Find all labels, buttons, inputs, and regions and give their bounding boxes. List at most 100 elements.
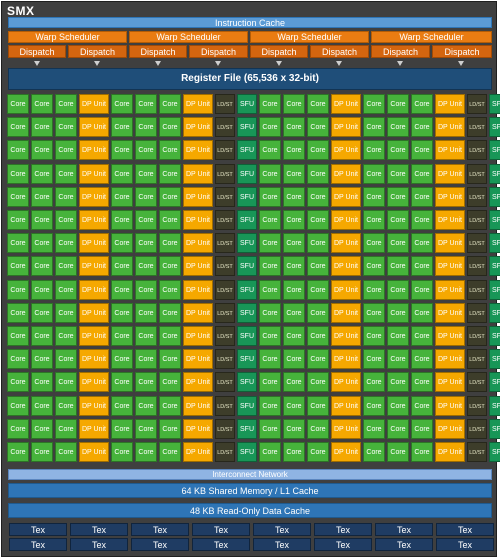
warp-scheduler-3: Warp Scheduler [250, 31, 369, 43]
core-unit: Core [135, 163, 157, 184]
core-unit: Core [283, 349, 305, 370]
dp-unit: DP Unit [183, 372, 213, 393]
ldst-unit: LD/ST [215, 442, 235, 462]
core-unit: Core [31, 349, 53, 370]
core-unit: Core [411, 279, 433, 300]
core-unit: Core [307, 279, 329, 300]
core-unit: Core [411, 163, 433, 184]
core-unit: Core [363, 442, 385, 462]
core-unit: Core [55, 163, 77, 184]
dispatch-6: Dispatch [310, 45, 369, 58]
dp-unit: DP Unit [183, 326, 213, 346]
tex-unit: Tex [192, 523, 250, 536]
core-unit: Core [135, 140, 157, 161]
ldst-unit: LD/ST [467, 94, 487, 114]
warp-scheduler-2: Warp Scheduler [129, 31, 248, 43]
core-unit: Core [135, 256, 157, 277]
sfu-unit: SFU [489, 233, 500, 254]
core-unit: Core [363, 395, 385, 416]
core-unit: Core [387, 418, 409, 439]
core-unit: Core [7, 302, 29, 323]
tex-unit: Tex [314, 523, 372, 536]
core-unit: Core [111, 233, 133, 254]
arrow-down-icon [155, 61, 161, 66]
core-unit: Core [283, 94, 305, 114]
core-unit: Core [411, 372, 433, 393]
tex-unit: Tex [253, 538, 311, 551]
core-unit: Core [31, 94, 53, 114]
core-unit: Core [283, 326, 305, 346]
sfu-unit: SFU [237, 94, 257, 114]
core-unit: Core [55, 442, 77, 462]
dp-unit: DP Unit [331, 117, 361, 138]
core-unit: Core [111, 140, 133, 161]
dp-unit: DP Unit [435, 117, 465, 138]
core-unit: Core [411, 349, 433, 370]
core-unit: Core [387, 326, 409, 346]
dp-unit: DP Unit [183, 302, 213, 323]
ldst-unit: LD/ST [215, 94, 235, 114]
sfu-unit: SFU [489, 210, 500, 230]
sfu-unit: SFU [237, 302, 257, 323]
tex-unit: Tex [375, 523, 433, 536]
dp-unit: DP Unit [183, 210, 213, 230]
core-unit: Core [111, 395, 133, 416]
sfu-unit: SFU [237, 256, 257, 277]
core-unit: Core [411, 186, 433, 207]
core-unit: Core [7, 279, 29, 300]
ldst-unit: LD/ST [467, 442, 487, 462]
dp-unit: DP Unit [79, 326, 109, 346]
ldst-unit: LD/ST [467, 349, 487, 370]
dp-unit: DP Unit [435, 94, 465, 114]
core-unit: Core [387, 442, 409, 462]
tex-unit: Tex [314, 538, 372, 551]
core-unit: Core [7, 140, 29, 161]
dp-unit: DP Unit [331, 279, 361, 300]
core-unit: Core [411, 94, 433, 114]
core-unit: Core [259, 210, 281, 230]
core-unit: Core [159, 418, 181, 439]
tex-unit: Tex [436, 538, 494, 551]
ldst-unit: LD/ST [215, 395, 235, 416]
core-unit: Core [159, 302, 181, 323]
core-unit: Core [283, 140, 305, 161]
ldst-unit: LD/ST [467, 117, 487, 138]
core-unit: Core [363, 94, 385, 114]
core-unit: Core [307, 302, 329, 323]
core-unit: Core [387, 279, 409, 300]
tex-unit: Tex [131, 538, 189, 551]
dp-unit: DP Unit [331, 210, 361, 230]
core-unit: Core [411, 326, 433, 346]
core-unit: Core [159, 140, 181, 161]
ldst-unit: LD/ST [215, 117, 235, 138]
core-unit: Core [31, 395, 53, 416]
dp-unit: DP Unit [79, 186, 109, 207]
core-unit: Core [283, 442, 305, 462]
sfu-unit: SFU [237, 395, 257, 416]
ldst-unit: LD/ST [467, 279, 487, 300]
core-unit: Core [159, 395, 181, 416]
core-unit: Core [55, 186, 77, 207]
dp-unit: DP Unit [183, 94, 213, 114]
core-unit: Core [7, 117, 29, 138]
core-unit: Core [283, 395, 305, 416]
core-unit: Core [159, 256, 181, 277]
core-unit: Core [55, 94, 77, 114]
core-unit: Core [31, 233, 53, 254]
dp-unit: DP Unit [79, 349, 109, 370]
core-unit: Core [283, 210, 305, 230]
core-unit: Core [55, 372, 77, 393]
core-unit: Core [135, 302, 157, 323]
core-unit: Core [283, 186, 305, 207]
core-unit: Core [7, 326, 29, 346]
tex-unit: Tex [9, 523, 67, 536]
dp-unit: DP Unit [435, 442, 465, 462]
sfu-unit: SFU [489, 94, 500, 114]
core-unit: Core [387, 233, 409, 254]
arrow-down-icon [458, 61, 464, 66]
core-unit: Core [111, 186, 133, 207]
ldst-unit: LD/ST [467, 372, 487, 393]
core-unit: Core [111, 326, 133, 346]
dp-unit: DP Unit [79, 418, 109, 439]
ldst-unit: LD/ST [467, 163, 487, 184]
